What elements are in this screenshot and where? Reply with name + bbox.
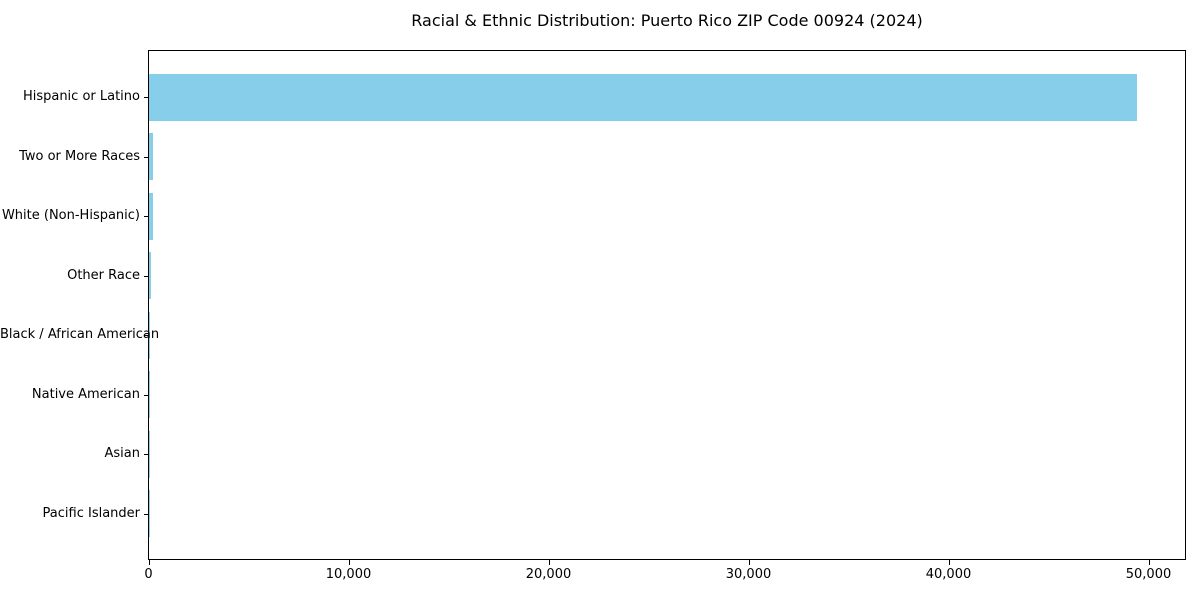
x-tick-mark <box>548 560 550 565</box>
x-tick-label: 40,000 <box>925 567 972 582</box>
x-tick-label: 30,000 <box>725 567 772 582</box>
bar-other-race <box>149 252 151 299</box>
y-tick-mark <box>144 216 149 217</box>
x-tick-mark <box>748 560 750 565</box>
x-tick-label: 20,000 <box>525 567 572 582</box>
bar-white-non-hispanic <box>149 192 153 240</box>
chart-title: Racial & Ethnic Distribution: Puerto Ric… <box>411 11 923 30</box>
y-tick-label: White (Non-Hispanic) <box>1 208 140 223</box>
y-tick-label: Pacific Islander <box>42 505 140 521</box>
y-tick-label: Native American <box>31 386 140 402</box>
x-tick-mark <box>148 560 150 565</box>
y-tick-mark <box>144 97 149 98</box>
y-tick-mark <box>144 156 149 158</box>
bar-black-african-american <box>149 311 151 359</box>
x-tick-mark <box>348 560 350 565</box>
y-tick-label: Hispanic or Latino <box>22 89 140 104</box>
y-tick-mark <box>144 513 149 515</box>
y-tick-mark <box>144 335 149 336</box>
y-tick-label: Asian <box>104 446 140 461</box>
x-tick-label: 50,000 <box>1125 567 1172 582</box>
plot-area <box>148 50 1186 560</box>
y-tick-mark <box>144 275 149 277</box>
bar-hispanic-or-latino <box>149 73 1137 121</box>
bar-two-or-more-races <box>149 133 153 180</box>
y-tick-mark <box>144 394 149 396</box>
x-tick-label: 10,000 <box>325 567 372 582</box>
x-tick-mark <box>1148 560 1150 565</box>
y-tick-label: Other Race <box>67 267 140 283</box>
x-tick-label: 0 <box>144 567 153 582</box>
y-tick-label: Two or More Races <box>19 148 140 164</box>
y-tick-mark <box>144 454 149 455</box>
y-tick-label: Black / African American <box>0 327 160 342</box>
x-tick-mark <box>948 560 950 565</box>
